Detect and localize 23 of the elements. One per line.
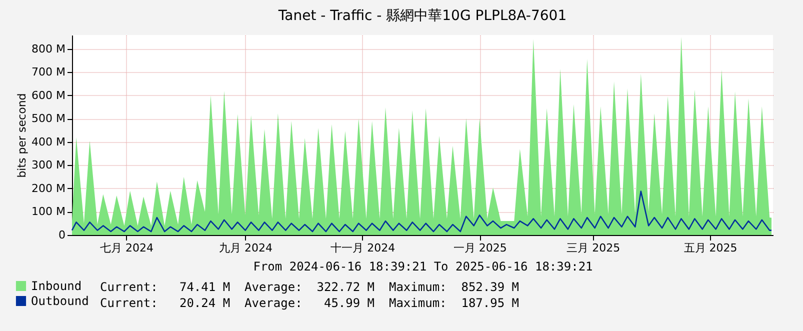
x-tick-label: 三月 2025 (566, 242, 620, 254)
text: Current: 20.24 M Average: 45.99 M Maximum: 187.95 M (100, 296, 520, 310)
y-tick-label: 800 M (32, 42, 66, 56)
x-tick-label: 九月 2024 (219, 242, 273, 254)
y-tick-label: 0 (58, 228, 66, 242)
y-tick-label: 600 M (32, 88, 66, 102)
legend-label: Inbound (31, 279, 82, 293)
x-tick-label: 五月 2025 (684, 242, 738, 254)
x-tick-label: 十一月 2024 (330, 242, 396, 254)
y-tick-label: 100 M (32, 205, 66, 218)
legend-label: Outbound (31, 294, 89, 308)
x-tick-label: 一月 2025 (453, 242, 507, 254)
line-series (71, 190, 772, 232)
y-tick-label: 200 M (32, 182, 66, 195)
y-tick-label: 700 M (32, 66, 66, 79)
y-tick-label: 300 M (32, 158, 66, 172)
text: Current: 74.41 M Average: 322.72 M Maximum: 852.39 M (100, 280, 520, 294)
y-tick-label: 400 M (32, 135, 66, 148)
chart-title: Tanet - Traffic - 縣網中華10G PLPL8A-7601 (277, 8, 567, 24)
y-tick-label: 500 M (32, 112, 66, 126)
y-axis-title: bits per second (16, 93, 29, 178)
x-tick-label: 七月 2024 (100, 242, 154, 254)
x-axis-title: From 2024-06-16 18:39:21 To 2025-06-16 18:39:21 (253, 260, 593, 274)
